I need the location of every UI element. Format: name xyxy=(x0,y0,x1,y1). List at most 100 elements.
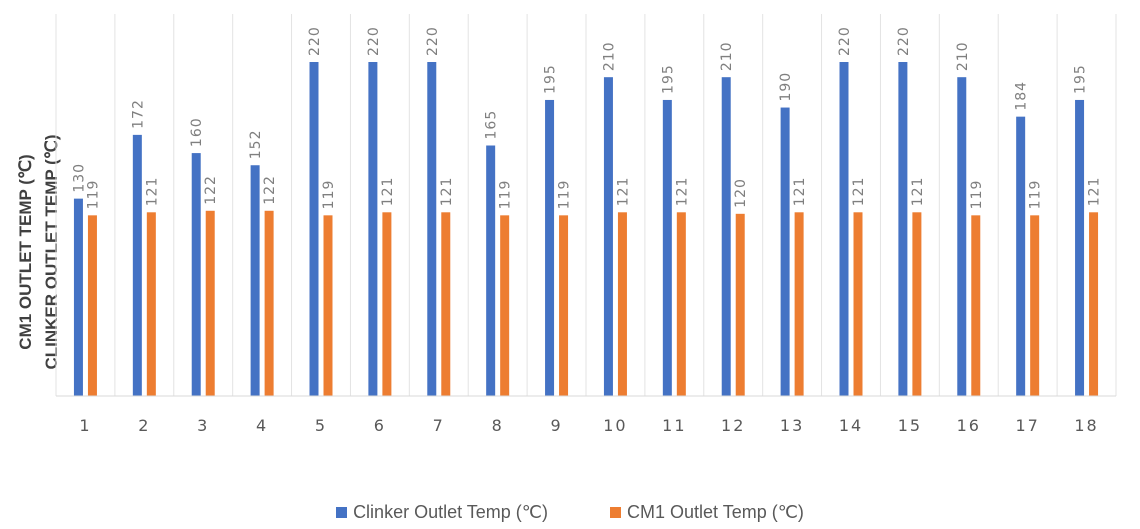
bar-cm1 xyxy=(500,215,509,396)
data-label-cm1: 119 xyxy=(498,180,514,210)
bar-clinker xyxy=(251,165,260,396)
x-tick-label: 5 xyxy=(315,416,327,435)
bar-clinker xyxy=(192,153,201,396)
bar-cm1 xyxy=(854,212,863,396)
y-axis-title-line-2: CM1 OUTLET TEMP (℃) xyxy=(16,154,35,349)
data-label-clinker: 220 xyxy=(307,26,323,56)
y-axis-title: CLINKER OUTLET TEMP (℃) CM1 OUTLET TEMP … xyxy=(16,134,61,369)
legend-label-clinker: Clinker Outlet Temp (℃) xyxy=(353,502,548,523)
legend-swatch-cm1 xyxy=(610,507,621,518)
data-label-clinker: 220 xyxy=(896,26,912,56)
data-label-clinker: 160 xyxy=(189,117,205,147)
data-label-cm1: 121 xyxy=(674,177,690,207)
x-tick-label: 12 xyxy=(721,416,745,435)
x-tick-label: 11 xyxy=(662,416,686,435)
bar-clinker xyxy=(74,199,83,396)
bar-cm1 xyxy=(441,212,450,396)
bar-clinker xyxy=(310,62,319,396)
bar-clinker xyxy=(663,100,672,396)
data-label-clinker: 190 xyxy=(778,72,794,102)
bar-cm1 xyxy=(971,215,980,396)
data-label-cm1: 119 xyxy=(969,180,985,210)
data-label-cm1: 121 xyxy=(910,177,926,207)
bar-cm1 xyxy=(1030,215,1039,396)
bar-cm1 xyxy=(206,211,215,396)
data-label-cm1: 121 xyxy=(439,177,455,207)
bar-clinker xyxy=(133,135,142,396)
bar-cm1 xyxy=(147,212,156,396)
data-label-clinker: 184 xyxy=(1014,81,1030,111)
bar-clinker xyxy=(1016,117,1025,396)
data-label-clinker: 172 xyxy=(130,99,146,129)
data-label-cm1: 121 xyxy=(1087,177,1103,207)
bar-clinker xyxy=(604,77,613,396)
data-label-cm1: 121 xyxy=(615,177,631,207)
data-label-clinker: 210 xyxy=(601,41,617,71)
bar-clinker xyxy=(957,77,966,396)
y-axis-title-line-1: CLINKER OUTLET TEMP (℃) xyxy=(42,134,61,369)
x-tick-label: 6 xyxy=(374,416,386,435)
bar-cm1 xyxy=(677,212,686,396)
data-label-clinker: 220 xyxy=(366,26,382,56)
bar-clinker xyxy=(840,62,849,396)
data-label-cm1: 121 xyxy=(851,177,867,207)
data-label-cm1: 121 xyxy=(792,177,808,207)
data-label-cm1: 122 xyxy=(203,175,219,205)
bar-cm1 xyxy=(382,212,391,396)
legend-label-cm1: CM1 Outlet Temp (℃) xyxy=(627,502,804,523)
bar-cm1 xyxy=(1089,212,1098,396)
x-tick-label: 4 xyxy=(256,416,268,435)
bar-clinker xyxy=(486,146,495,397)
data-label-clinker: 210 xyxy=(955,41,971,71)
data-label-clinker: 210 xyxy=(719,41,735,71)
x-tick-label: 14 xyxy=(839,416,863,435)
data-label-clinker: 165 xyxy=(484,110,500,140)
x-tick-label: 13 xyxy=(780,416,804,435)
bar-clinker xyxy=(781,108,790,396)
bar-clinker xyxy=(427,62,436,396)
data-label-clinker: 220 xyxy=(425,26,441,56)
bar-cm1 xyxy=(736,214,745,396)
x-tick-label: 16 xyxy=(957,416,981,435)
bar-cm1 xyxy=(795,212,804,396)
data-label-cm1: 121 xyxy=(380,177,396,207)
legend-item-clinker: Clinker Outlet Temp (℃) xyxy=(336,502,548,523)
bar-cm1 xyxy=(559,215,568,396)
bar-cm1 xyxy=(265,211,274,396)
x-tick-label: 15 xyxy=(898,416,922,435)
bar-clinker xyxy=(1075,100,1084,396)
x-tick-label: 1 xyxy=(79,416,91,435)
bar-clinker xyxy=(722,77,731,396)
data-label-cm1: 119 xyxy=(1028,180,1044,210)
legend-swatch-clinker xyxy=(336,507,347,518)
data-label-clinker: 195 xyxy=(1073,64,1089,94)
bar-cm1 xyxy=(912,212,921,396)
bar-clinker xyxy=(368,62,377,396)
bar-cm1 xyxy=(618,212,627,396)
data-label-cm1: 122 xyxy=(262,175,278,205)
x-tick-label: 8 xyxy=(492,416,504,435)
data-label-cm1: 120 xyxy=(733,178,749,208)
x-tick-label: 7 xyxy=(433,416,445,435)
data-label-clinker: 195 xyxy=(660,64,676,94)
data-label-cm1: 121 xyxy=(144,177,160,207)
x-tick-label: 3 xyxy=(197,416,209,435)
legend: Clinker Outlet Temp (℃) CM1 Outlet Temp … xyxy=(0,500,1140,524)
x-tick-labels: 1 2 3 4 5 6 7 8 9 10 11 12 13 14 15 16 17 18 xyxy=(79,416,1098,435)
x-tick-label: 18 xyxy=(1074,416,1098,435)
bar-clinker xyxy=(898,62,907,396)
data-label-cm1: 119 xyxy=(85,180,101,210)
data-label-clinker: 195 xyxy=(543,64,559,94)
data-label-clinker: 152 xyxy=(248,130,264,160)
bar-cm1 xyxy=(324,215,333,396)
chart-area: CLINKER OUTLET TEMP (℃) CM1 OUTLET TEMP … xyxy=(0,0,1140,500)
x-tick-label: 10 xyxy=(603,416,627,435)
data-label-cm1: 119 xyxy=(321,180,337,210)
data-label-clinker: 220 xyxy=(837,26,853,56)
bar-clinker xyxy=(545,100,554,396)
legend-item-cm1: CM1 Outlet Temp (℃) xyxy=(610,502,804,523)
x-tick-label: 17 xyxy=(1015,416,1039,435)
x-tick-label: 9 xyxy=(550,416,562,435)
x-tick-label: 2 xyxy=(138,416,150,435)
data-labels: 1301191721211601221521222201192201212201… xyxy=(71,26,1102,209)
